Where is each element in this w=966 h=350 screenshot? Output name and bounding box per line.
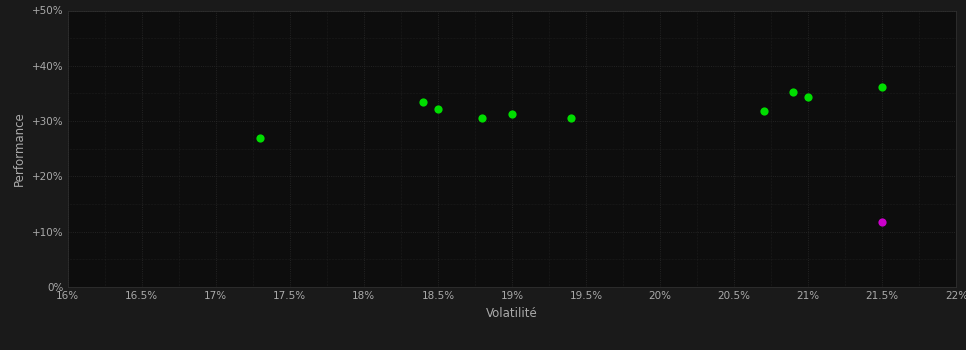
- Point: [474, 116, 490, 121]
- Point: [415, 99, 431, 105]
- Y-axis label: Performance: Performance: [14, 111, 26, 186]
- Point: [785, 90, 801, 95]
- Point: [874, 219, 890, 225]
- Point: [252, 135, 268, 140]
- Point: [430, 106, 445, 112]
- X-axis label: Volatilité: Volatilité: [486, 307, 538, 320]
- Point: [756, 108, 772, 114]
- Point: [801, 94, 816, 100]
- Point: [874, 84, 890, 90]
- Point: [504, 111, 520, 117]
- Point: [563, 116, 579, 121]
